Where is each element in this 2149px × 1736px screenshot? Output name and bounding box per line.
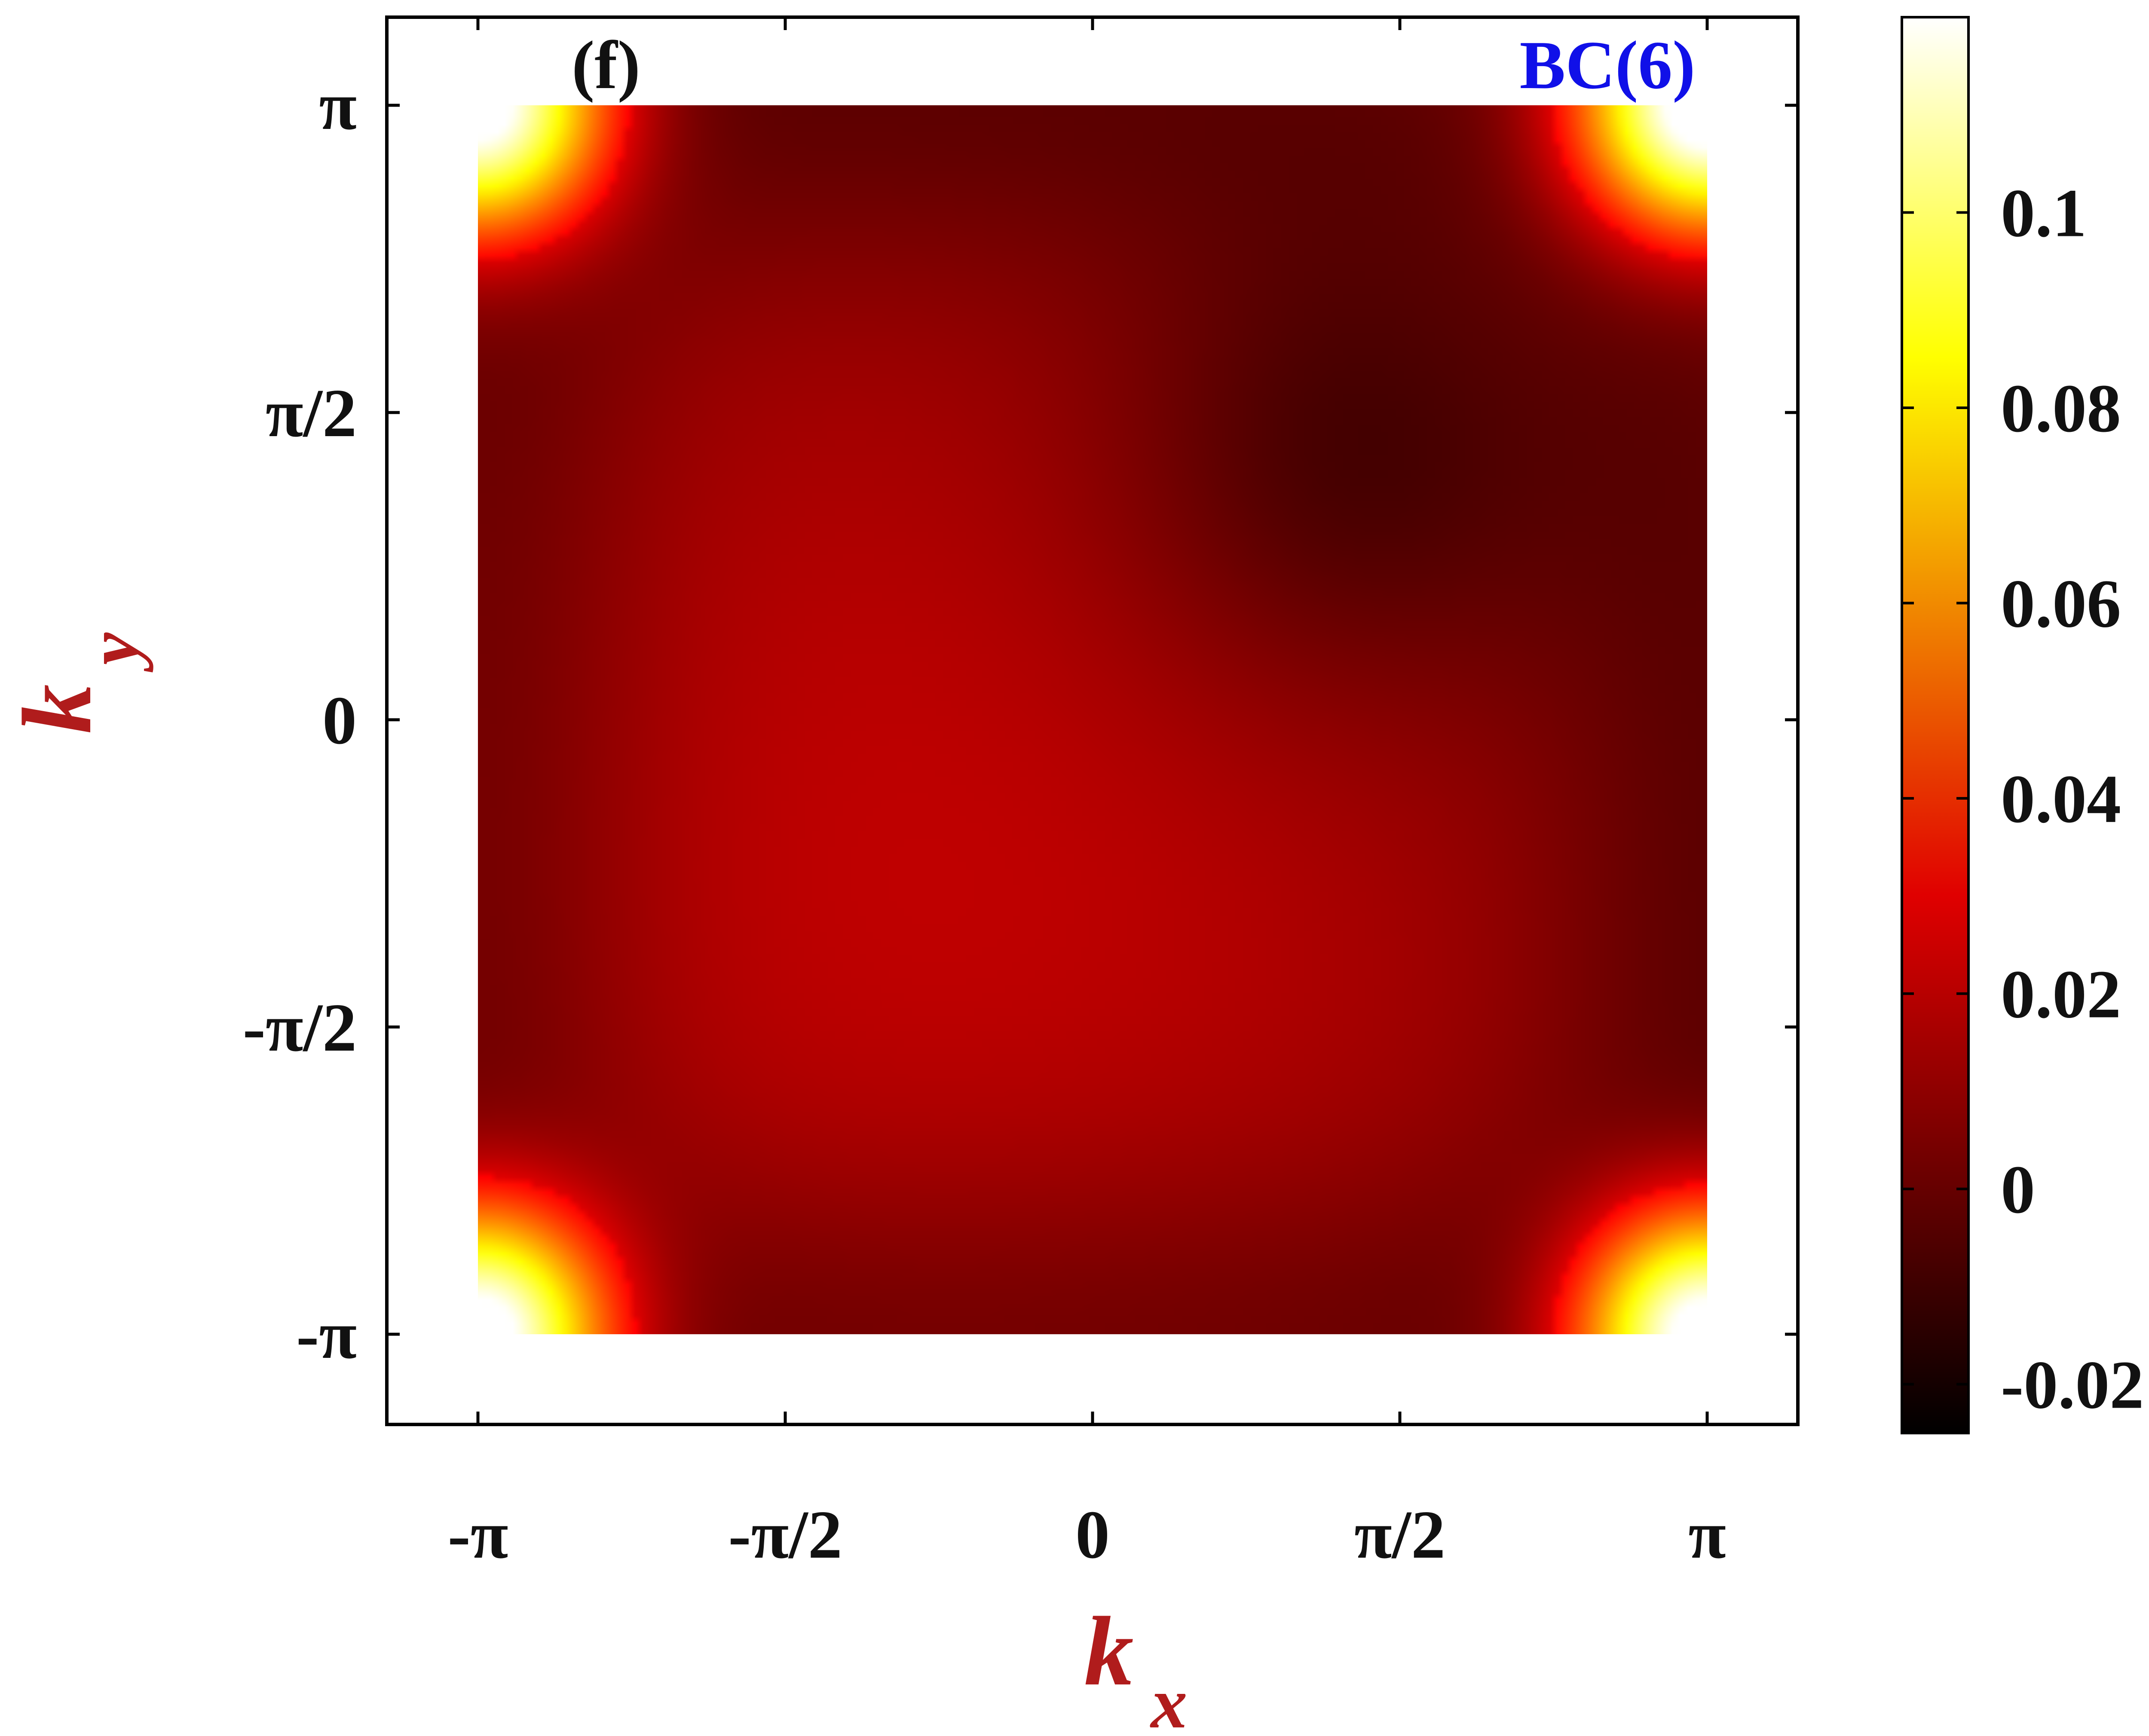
- colorbar-tick-label: 0.06: [2001, 565, 2121, 642]
- x-tick-label: -π: [448, 1496, 508, 1573]
- heatmap-image: [478, 105, 1707, 1334]
- colorbar: [1901, 16, 1970, 1434]
- colorbar-ticks: 0.1 0.08 0.06 0.04 0.02 0 -0.02: [1902, 174, 2144, 1423]
- y-axis-ticks: -π -π/2 0 π/2 π: [243, 67, 1798, 1373]
- panel-tag: BC(6): [1520, 27, 1696, 103]
- x-axis-title-main: k: [1084, 1596, 1134, 1706]
- y-tick-label: -π: [296, 1296, 357, 1373]
- x-tick-label: π/2: [1354, 1496, 1445, 1573]
- colorbar-tick-label: 0.02: [2001, 956, 2121, 1032]
- y-tick-label: 0: [322, 682, 357, 758]
- y-axis-title: k y: [2, 633, 153, 734]
- y-tick-label: -π/2: [243, 989, 357, 1066]
- y-axis-title-sub: y: [73, 633, 153, 673]
- x-axis-ticks: -π -π/2 0 π/2 π: [448, 17, 1726, 1573]
- x-tick-label: π: [1688, 1496, 1726, 1573]
- colorbar-tick-label: 0.08: [2001, 370, 2121, 446]
- x-tick-label: 0: [1075, 1496, 1110, 1573]
- x-axis-title-sub: x: [1150, 1663, 1188, 1736]
- colorbar-tick-label: 0.1: [2001, 174, 2087, 251]
- x-axis-title: k x: [1084, 1596, 1188, 1736]
- y-tick-label: π/2: [266, 375, 357, 451]
- heatmap: [478, 105, 1707, 1334]
- colorbar-tick-label: 0: [2001, 1151, 2035, 1228]
- colorbar-tick-label: -0.02: [2001, 1346, 2144, 1423]
- colorbar-tick-label: 0.04: [2001, 761, 2121, 837]
- y-axis-title-main: k: [2, 685, 112, 734]
- y-tick-label: π: [319, 67, 357, 144]
- x-tick-label: -π/2: [728, 1496, 842, 1573]
- panel-label: (f): [572, 27, 640, 103]
